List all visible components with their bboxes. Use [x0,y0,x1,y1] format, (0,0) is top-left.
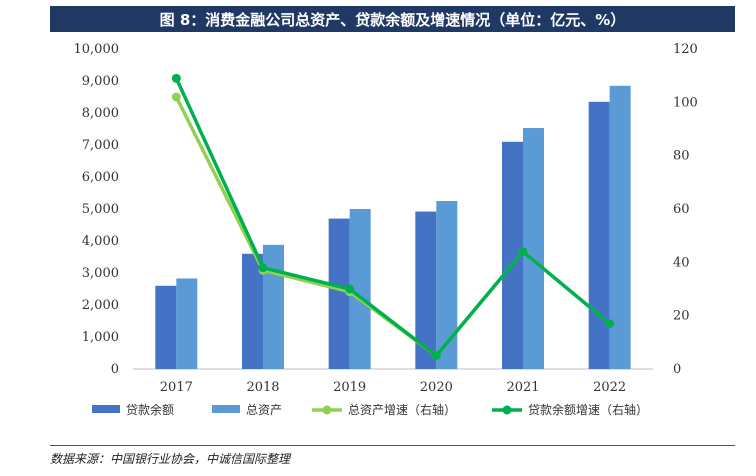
bar [176,278,198,369]
legend-label: 贷款余额增速（右轴） [528,402,648,417]
chart-title: 图 8：消费金融公司总资产、贷款余额及增速情况（单位：亿元、%） [50,6,735,32]
y-right-tick-label: 120 [673,42,698,57]
bar [349,209,371,369]
x-tick-label: 2018 [246,380,279,395]
line-point [518,247,528,257]
y-left-tick-label: 9,000 [82,74,119,89]
legend-marker [502,405,512,415]
y-left-tick-label: 1,000 [82,330,119,345]
bar [328,218,350,369]
bar [415,211,437,369]
y-right-tick-label: 0 [673,362,681,377]
bar [155,285,177,369]
axes: 0 1,000 2,000 3,000 4,000 5,000 6,000 7,000 8,00… [74,42,698,395]
legend: 贷款余额 总资产 总资产增速（右轴） 贷款余额增速（右轴） [92,402,648,417]
line-point [171,92,181,102]
bar [523,128,544,369]
bar [263,244,284,369]
line-point [171,73,181,83]
source-note: 数据来源：中国银行业协会，中诚信国际整理 [50,445,735,467]
y-left-tick-label: 5,000 [82,202,119,217]
x-tick-label: 2020 [420,380,453,395]
bar [242,253,263,369]
y-left-tick-label: 3,000 [82,266,119,281]
bar [502,141,523,369]
x-tick-label: 2019 [333,380,366,395]
bar [436,201,458,369]
legend-label: 总资产增速（右轴） [348,402,456,417]
y-right-tick-label: 40 [673,255,690,270]
legend-swatch [92,405,120,413]
y-left-tick-label: 4,000 [82,234,119,249]
line-series [171,73,615,361]
bar [609,85,631,370]
y-left-tick-label: 6,000 [82,170,119,185]
legend-marker [322,405,332,415]
y-right-tick-label: 60 [673,202,690,217]
y-left-tick-label: 10,000 [74,42,120,57]
line-point [345,284,355,294]
legend-label: 总资产 [246,403,282,417]
y-left-tick-label: 7,000 [82,138,119,153]
x-tick-label: 2022 [593,380,626,395]
y-right-tick-label: 80 [673,149,690,164]
y-left-tick-label: 2,000 [82,298,119,313]
legend-swatch [212,405,240,413]
line-point [431,351,441,361]
series-line [174,96,611,358]
line-point [258,263,268,273]
bar [588,101,610,370]
series-line [174,77,611,358]
x-tick-label: 2017 [160,380,193,395]
x-tick-label: 2021 [506,380,539,395]
y-left-tick-label: 0 [111,362,119,377]
line-point [605,319,615,329]
legend-label: 贷款余额 [126,402,174,417]
y-right-tick-label: 100 [673,95,698,110]
bar-series [155,85,631,370]
y-left-tick-label: 8,000 [82,106,119,121]
y-right-tick-label: 20 [673,309,690,324]
